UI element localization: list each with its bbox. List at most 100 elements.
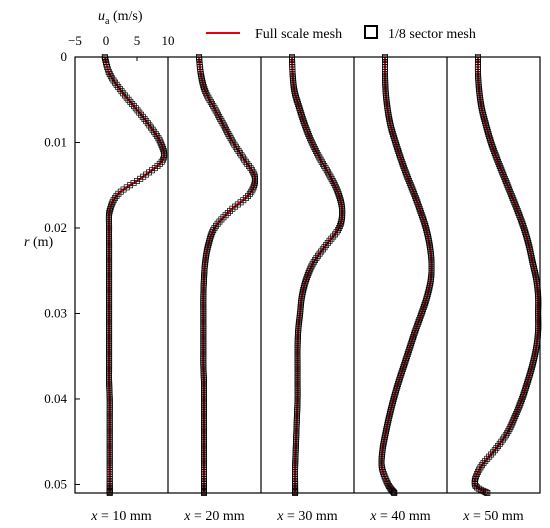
sector-mesh-marker <box>224 210 231 216</box>
sector-mesh-marker <box>427 280 434 287</box>
sector-mesh-marker <box>305 130 312 137</box>
sector-mesh-marker <box>513 203 519 210</box>
sector-mesh-marker <box>509 419 516 426</box>
sector-mesh-marker <box>333 186 340 193</box>
sector-mesh-marker <box>420 304 427 311</box>
sector-mesh-marker <box>204 244 211 251</box>
sector-mesh-marker <box>486 135 493 142</box>
sector-mesh-marker <box>528 252 535 259</box>
sector-mesh-marker <box>405 175 412 182</box>
sector-mesh-marker <box>531 267 538 274</box>
sector-mesh-marker <box>301 282 308 289</box>
sector-mesh-marker <box>404 353 410 360</box>
sector-mesh-marker <box>292 90 298 97</box>
sector-mesh-marker <box>200 81 207 88</box>
sector-mesh-marker <box>388 404 395 411</box>
sector-mesh-marker <box>398 370 405 377</box>
sector-mesh-marker <box>488 141 495 148</box>
sector-mesh-marker <box>384 419 391 426</box>
sector-mesh-marker <box>529 363 535 370</box>
sector-mesh-marker <box>512 201 519 208</box>
sector-mesh-marker <box>514 408 520 415</box>
legend-label-full-scale: Full scale mesh <box>255 27 342 42</box>
sector-mesh-marker <box>313 148 319 154</box>
sector-mesh-marker <box>396 376 403 383</box>
sector-mesh-marker <box>412 192 418 199</box>
sector-mesh-marker <box>404 351 411 358</box>
sector-mesh-marker <box>472 475 479 482</box>
sector-mesh-marker <box>483 489 490 496</box>
sector-mesh-marker <box>156 137 163 144</box>
sector-mesh-marker <box>409 186 416 193</box>
sector-mesh-marker <box>417 314 424 321</box>
sector-mesh-marker <box>386 413 393 420</box>
sector-mesh-marker <box>108 201 115 208</box>
sector-mesh-marker <box>526 372 533 379</box>
sector-mesh-marker <box>303 276 310 283</box>
sector-mesh-marker <box>406 346 413 353</box>
sector-mesh-marker <box>532 351 539 358</box>
sector-mesh-marker <box>478 103 485 110</box>
sector-mesh-marker <box>524 235 531 242</box>
sector-mesh-marker <box>480 111 487 118</box>
sector-mesh-marker <box>306 133 313 140</box>
sector-mesh-marker <box>508 192 515 199</box>
sector-mesh-marker <box>295 101 302 107</box>
sector-mesh-marker <box>517 400 524 407</box>
sector-mesh-marker <box>300 118 307 125</box>
sector-mesh-marker <box>388 124 395 131</box>
sector-mesh-marker <box>220 214 227 221</box>
sector-mesh-marker <box>338 199 345 206</box>
sector-mesh-marker <box>385 113 392 120</box>
sector-mesh-marker <box>391 137 398 144</box>
sector-mesh-marker <box>382 430 389 437</box>
panel-frames <box>74 56 541 494</box>
sector-mesh-marker <box>479 487 486 494</box>
sector-mesh-marker <box>334 188 341 195</box>
series-sector-mesh <box>101 54 542 496</box>
sector-mesh-marker <box>302 124 309 131</box>
sector-mesh-marker <box>332 184 339 191</box>
sector-mesh-marker <box>498 438 505 445</box>
sector-mesh-marker <box>492 152 499 159</box>
panel-label: x = 10 mm <box>90 509 152 524</box>
sector-mesh-marker <box>378 464 385 471</box>
sector-mesh-marker <box>497 165 504 172</box>
sector-mesh-marker <box>414 321 421 328</box>
y-tick-label: 0.04 <box>44 391 67 406</box>
sector-mesh-marker <box>531 353 538 360</box>
sector-mesh-marker <box>525 374 532 381</box>
sector-mesh-marker <box>227 207 233 214</box>
sector-mesh-marker <box>198 73 205 80</box>
sector-mesh-marker <box>395 381 401 387</box>
sector-mesh-marker <box>401 167 408 174</box>
sector-mesh-marker <box>118 88 125 95</box>
sector-mesh-marker <box>333 229 340 236</box>
sector-mesh-marker <box>526 246 533 253</box>
sector-mesh-marker <box>123 94 130 101</box>
sector-mesh-marker <box>413 323 420 330</box>
sector-mesh-marker <box>383 428 390 434</box>
sector-mesh-marker <box>137 175 144 182</box>
sector-mesh-marker <box>387 406 394 413</box>
sector-mesh-marker <box>309 261 316 268</box>
sector-mesh-marker <box>493 445 500 452</box>
sector-mesh-marker <box>411 329 418 336</box>
sector-mesh-marker <box>218 216 225 223</box>
sector-mesh-marker <box>328 175 335 182</box>
sector-mesh-marker <box>507 188 513 195</box>
sector-mesh-marker <box>304 128 311 135</box>
sector-mesh-marker <box>520 222 527 229</box>
sector-mesh-marker <box>305 269 312 276</box>
sector-mesh-marker <box>528 254 535 261</box>
sector-mesh-marker <box>490 145 497 152</box>
sector-mesh-marker <box>503 180 510 187</box>
sector-mesh-marker <box>318 248 325 255</box>
sector-mesh-marker <box>502 178 509 184</box>
sector-mesh-marker <box>331 231 338 238</box>
sector-mesh-marker <box>206 237 213 244</box>
x-tick-label: 10 <box>162 33 175 48</box>
sector-mesh-marker <box>530 263 537 270</box>
sector-mesh-marker <box>149 167 155 174</box>
sector-mesh-marker <box>412 195 419 202</box>
